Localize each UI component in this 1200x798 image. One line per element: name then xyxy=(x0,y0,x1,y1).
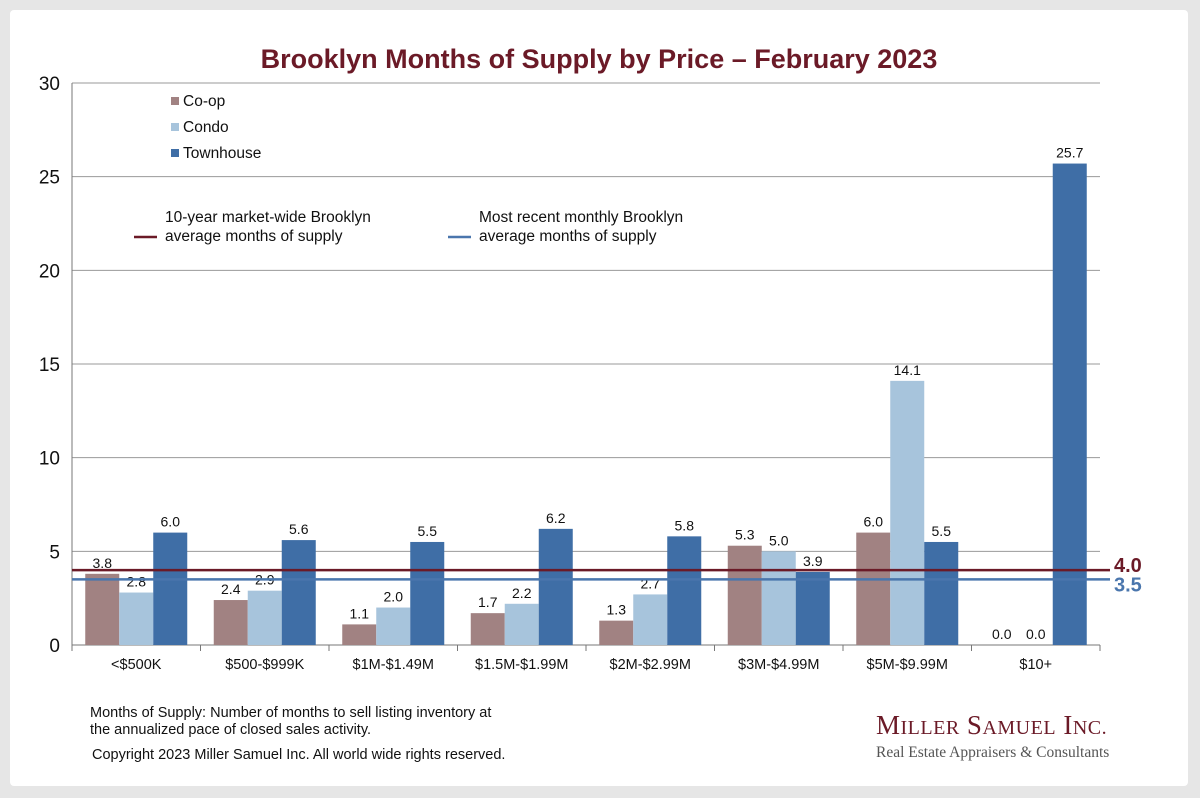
bar xyxy=(410,541,445,645)
copyright: Copyright 2023 Miller Samuel Inc. All wo… xyxy=(92,747,506,763)
bar xyxy=(667,536,702,645)
data-label: 2.0 xyxy=(384,589,404,605)
bar xyxy=(376,607,411,645)
data-label: 1.1 xyxy=(350,605,370,621)
data-label: 2.7 xyxy=(641,575,661,591)
bar xyxy=(342,624,377,645)
data-label: 2.8 xyxy=(127,574,147,590)
data-label: 5.6 xyxy=(289,521,309,537)
reference-line-value: 3.5 xyxy=(1114,574,1142,596)
data-label: 1.7 xyxy=(478,594,498,610)
bar xyxy=(856,532,891,645)
bar-chart: 0 5 10 15 20 25 30 <$500K $500-$999K $1M-$1.49M $1… xyxy=(39,74,1142,673)
bar xyxy=(538,528,573,645)
x-tick-label: <$500K xyxy=(111,657,162,673)
legend-swatch xyxy=(171,149,179,157)
bar xyxy=(281,540,316,645)
data-label: 5.3 xyxy=(735,527,755,543)
y-tick-label: 10 xyxy=(39,449,60,470)
data-label: 5.8 xyxy=(675,517,695,533)
data-label: 25.7 xyxy=(1056,145,1083,161)
bar xyxy=(890,380,925,645)
data-label: 6.2 xyxy=(546,510,566,526)
x-tick-label: $500-$999K xyxy=(225,657,304,673)
y-tick-label: 0 xyxy=(49,636,60,657)
data-label: 14.1 xyxy=(894,362,921,378)
x-tick-label: $2M-$2.99M xyxy=(610,657,691,673)
bar xyxy=(727,545,762,645)
data-label: 0.0 xyxy=(992,626,1012,642)
data-label: 0.0 xyxy=(1026,626,1046,642)
brand-tagline: Real Estate Appraisers & Consultants xyxy=(876,744,1110,761)
bar xyxy=(119,592,154,645)
bar xyxy=(470,613,505,645)
x-tick-label: $1M-$1.49M xyxy=(353,657,434,673)
legend-label: Co-op xyxy=(183,93,225,110)
y-tick-label: 20 xyxy=(39,261,60,282)
brand-logo: MILLER SAMUEL INC. xyxy=(876,710,1107,741)
brand-i: I xyxy=(1063,710,1073,740)
bar xyxy=(213,600,248,645)
reference-legend-label: average months of supply xyxy=(165,228,343,245)
bar xyxy=(85,573,120,645)
reference-line-value: 4.0 xyxy=(1114,555,1142,577)
brand-amuel: AMUEL xyxy=(982,717,1057,739)
bar xyxy=(1052,163,1087,645)
bar xyxy=(504,603,539,645)
y-tick-label: 30 xyxy=(39,74,60,95)
footnote-line-2: the annualized pace of closed sales acti… xyxy=(90,722,372,738)
brand-m: M xyxy=(876,710,901,740)
data-label: 2.4 xyxy=(221,581,241,597)
y-tick-label: 15 xyxy=(39,355,60,376)
data-label: 3.9 xyxy=(803,553,823,569)
bar xyxy=(599,620,634,645)
y-tick-label: 5 xyxy=(49,542,60,563)
reference-legend-label: Most recent monthly Brooklyn xyxy=(479,209,683,226)
legend-swatch xyxy=(171,97,179,105)
footnote: Months of Supply: Number of months to se… xyxy=(90,705,491,739)
brand-s: S xyxy=(966,710,983,740)
data-label: 5.5 xyxy=(418,523,438,539)
chart-card: Brooklyn Months of Supply by Price – Feb… xyxy=(10,10,1188,786)
footnote-line-1: Months of Supply: Number of months to se… xyxy=(90,705,492,721)
chart-title: Brooklyn Months of Supply by Price – Feb… xyxy=(260,44,938,74)
legend-label: Condo xyxy=(183,119,229,136)
data-label: 5.5 xyxy=(932,523,952,539)
brand-nc: NC. xyxy=(1072,717,1108,739)
x-tick-label: $10+ xyxy=(1019,657,1052,673)
brand-iller: ILLER xyxy=(900,717,960,739)
bar xyxy=(633,594,668,645)
legend-label: Townhouse xyxy=(183,145,261,162)
data-label: 6.0 xyxy=(161,514,181,530)
y-tick-label: 25 xyxy=(39,168,60,189)
bar xyxy=(247,590,282,645)
data-label: 6.0 xyxy=(864,514,884,530)
x-tick-label: $1.5M-$1.99M xyxy=(475,657,569,673)
legend-swatch xyxy=(171,123,179,131)
data-label: 5.0 xyxy=(769,532,789,548)
data-label: 2.2 xyxy=(512,585,532,601)
x-tick-label: $3M-$4.99M xyxy=(738,657,819,673)
reference-legend-label: 10-year market-wide Brooklyn xyxy=(165,209,371,226)
bar xyxy=(795,571,830,645)
x-tick-label: $5M-$9.99M xyxy=(867,657,948,673)
bar xyxy=(924,541,959,645)
bar xyxy=(153,532,188,645)
bar xyxy=(761,551,796,645)
data-label: 1.3 xyxy=(607,602,627,618)
data-label: 3.8 xyxy=(93,555,113,571)
reference-legend-label: average months of supply xyxy=(479,228,657,245)
